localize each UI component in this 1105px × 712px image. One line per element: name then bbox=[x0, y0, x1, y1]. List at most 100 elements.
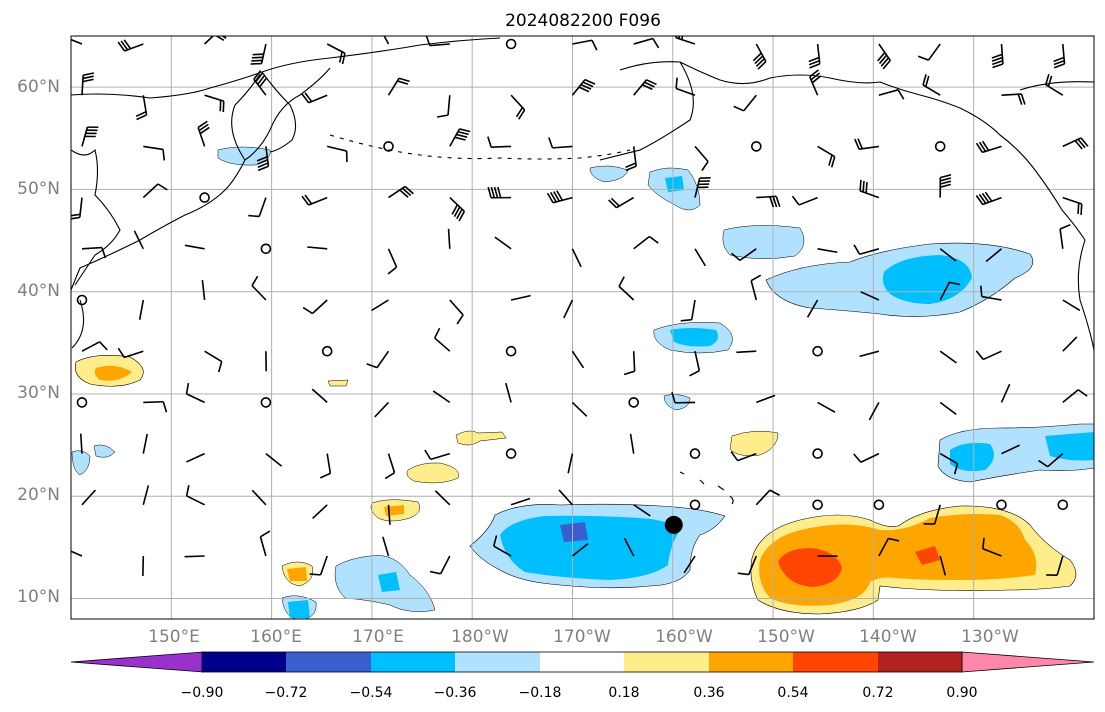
wind-barb bbox=[510, 94, 526, 120]
wind-barb bbox=[939, 174, 952, 198]
wind-barb bbox=[434, 490, 451, 506]
wind-barb bbox=[991, 43, 1004, 69]
colorbar-segment bbox=[878, 652, 962, 672]
wind-barb bbox=[382, 536, 390, 557]
lat-tick-label: 30°N bbox=[17, 383, 60, 403]
wind-barb bbox=[81, 246, 107, 259]
colorbar-label: −0.18 bbox=[519, 685, 562, 701]
wind-barb bbox=[505, 382, 512, 403]
lon-tick-label: 140°W bbox=[859, 627, 917, 647]
wind-barb bbox=[319, 453, 332, 479]
wind-barb bbox=[311, 388, 328, 403]
wind-barb bbox=[76, 294, 88, 306]
wind-barb bbox=[492, 535, 512, 557]
wind-barb bbox=[1044, 73, 1064, 96]
wind-barb bbox=[618, 276, 635, 301]
wind-barb bbox=[510, 497, 531, 506]
wind-barb bbox=[859, 350, 880, 358]
wind-barb bbox=[736, 350, 757, 354]
wind-barb bbox=[975, 140, 1002, 154]
lon-tick-label: 180°W bbox=[451, 627, 509, 647]
wind-barb bbox=[853, 244, 880, 256]
wind-barb bbox=[259, 530, 271, 557]
wind-barb bbox=[812, 345, 823, 357]
colorbar-segment bbox=[371, 652, 455, 672]
wind-barb bbox=[117, 39, 144, 52]
wind-barb bbox=[449, 299, 464, 325]
shading-layer bbox=[71, 146, 1094, 619]
wind-barb bbox=[923, 504, 941, 525]
wind-barb bbox=[806, 299, 819, 318]
wind-barb bbox=[79, 433, 83, 454]
wind-barb bbox=[505, 448, 517, 459]
wind-barb bbox=[449, 128, 471, 147]
wind-barb bbox=[689, 499, 701, 511]
wind-barb bbox=[859, 179, 880, 199]
wind-barb bbox=[383, 36, 390, 45]
wind-barb bbox=[873, 499, 885, 511]
wind-barb bbox=[384, 453, 396, 480]
wind-barb bbox=[694, 177, 711, 198]
wind-barb bbox=[791, 195, 818, 206]
wind-barb bbox=[812, 448, 823, 459]
positive-anomaly-region bbox=[915, 546, 940, 565]
wind-barb bbox=[755, 489, 780, 506]
colorbar-segment bbox=[709, 652, 793, 672]
wind-barb bbox=[204, 350, 223, 373]
wind-barb bbox=[371, 299, 389, 312]
wind-barb bbox=[143, 400, 168, 413]
wind-barb bbox=[81, 72, 95, 96]
wind-barb bbox=[675, 77, 696, 96]
wind-barb bbox=[571, 401, 588, 417]
coastline-hawaii bbox=[679, 471, 734, 505]
wind-barb bbox=[683, 555, 696, 574]
wind-barb bbox=[878, 89, 905, 100]
wind-barb bbox=[260, 243, 272, 255]
wind-barb bbox=[1001, 444, 1020, 455]
map-frame bbox=[70, 35, 1095, 620]
wind-barb bbox=[494, 236, 512, 250]
wind-barb bbox=[756, 195, 781, 208]
coastline-kamchatka bbox=[261, 71, 297, 153]
wind-barb bbox=[694, 145, 709, 172]
wind-barb bbox=[567, 453, 574, 474]
wind-barb bbox=[307, 246, 328, 250]
wind-barb bbox=[487, 186, 512, 199]
wind-barb bbox=[366, 350, 390, 369]
colorbar-extend-high bbox=[961, 651, 1095, 673]
wind-barb bbox=[571, 248, 582, 268]
wind-barb bbox=[868, 402, 880, 421]
wind-barb bbox=[251, 275, 267, 301]
wind-barb bbox=[917, 43, 941, 61]
wind-barb bbox=[143, 145, 166, 161]
wind-barb bbox=[204, 94, 225, 113]
wind-barb bbox=[71, 550, 83, 557]
positive-anomaly-region bbox=[729, 430, 779, 456]
wind-barb bbox=[1062, 336, 1078, 352]
wind-barb bbox=[623, 537, 635, 557]
wind-barb bbox=[939, 248, 957, 262]
wind-barb bbox=[251, 489, 267, 506]
wind-barb bbox=[133, 230, 145, 250]
wind-barb bbox=[321, 345, 333, 357]
wind-barb bbox=[854, 138, 880, 150]
wind-barb bbox=[135, 95, 148, 121]
wind-barb bbox=[1062, 196, 1083, 216]
wind-barb bbox=[671, 392, 696, 404]
lon-tick-label: 170°W bbox=[553, 627, 611, 647]
wind-barb bbox=[750, 274, 762, 301]
wind-barb bbox=[327, 145, 348, 163]
wind-barb bbox=[142, 183, 168, 199]
wind-barb bbox=[117, 347, 144, 359]
wind-barb bbox=[1062, 299, 1081, 312]
negative-anomaly-region bbox=[560, 522, 588, 542]
wind-barb bbox=[608, 196, 635, 209]
wind-barb bbox=[253, 70, 268, 96]
lon-tick-label: 150°E bbox=[148, 627, 200, 647]
lon-tick-label: 170°E bbox=[352, 627, 404, 647]
wind-barb bbox=[487, 136, 512, 148]
negative-anomaly-region bbox=[950, 442, 994, 472]
positive-anomaly-region bbox=[406, 462, 459, 484]
storm-center-marker bbox=[664, 515, 683, 534]
